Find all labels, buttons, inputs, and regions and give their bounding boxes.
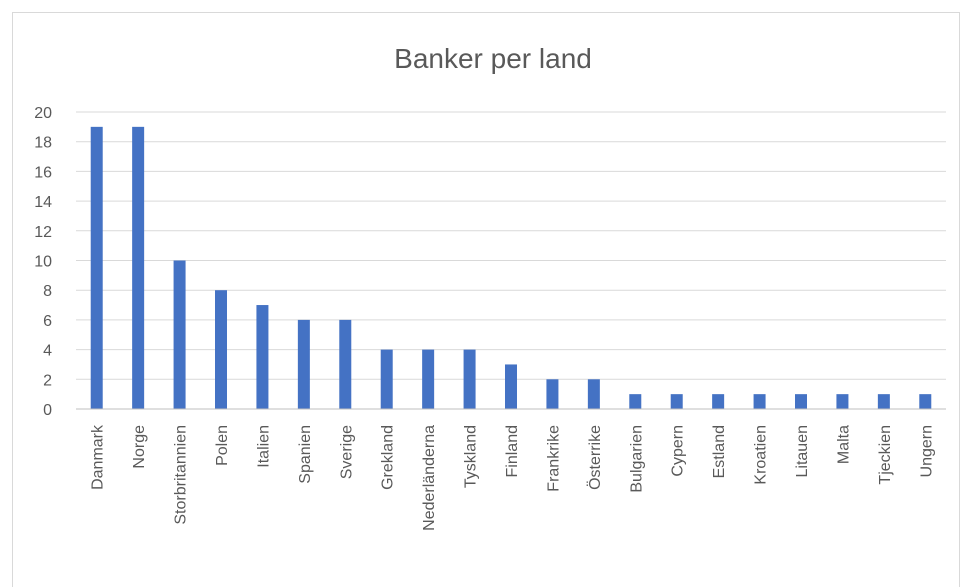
y-tick-label: 4 xyxy=(43,343,52,360)
x-category-label: Italien xyxy=(255,425,272,468)
bar xyxy=(712,394,725,409)
x-category-label: Grekland xyxy=(380,425,397,490)
y-tick-label: 8 xyxy=(43,283,52,300)
bar xyxy=(132,126,145,409)
y-axis-ticks: 0 2 4 6 8 10 12 14 16 18 20 xyxy=(34,105,52,419)
x-category-label: Frankrike xyxy=(545,425,562,492)
bar xyxy=(297,319,310,409)
x-category-label: Norge xyxy=(131,425,148,469)
x-category-label: Sverige xyxy=(338,425,355,479)
x-category-label: Danmark xyxy=(90,424,107,490)
bar xyxy=(505,364,517,409)
bar xyxy=(587,379,600,409)
x-category-label: Nederländerna xyxy=(421,425,438,531)
y-tick-label: 2 xyxy=(43,372,52,389)
x-category-label: Storbritannien xyxy=(173,425,190,525)
y-tick-label: 20 xyxy=(34,105,52,122)
x-category-label: Polen xyxy=(214,425,231,466)
x-category-label: Spanien xyxy=(297,425,314,484)
bar xyxy=(795,394,807,409)
x-category-label: Litauen xyxy=(794,425,811,478)
x-category-label: Tjeckien xyxy=(877,425,894,485)
x-category-label: Malta xyxy=(835,425,852,464)
bars xyxy=(90,126,932,409)
bar xyxy=(919,394,932,409)
bar xyxy=(256,305,269,409)
x-category-label: Estland xyxy=(711,425,728,478)
bar xyxy=(422,349,435,409)
bar xyxy=(877,394,890,409)
bar xyxy=(339,319,352,409)
bar xyxy=(173,260,186,409)
bar xyxy=(753,394,766,409)
x-category-label: Ungern xyxy=(918,425,935,477)
chart-frame xyxy=(12,12,960,587)
x-category-label: Tyskland xyxy=(463,425,480,488)
y-tick-label: 18 xyxy=(34,135,52,152)
bar xyxy=(215,290,227,409)
y-tick-label: 12 xyxy=(34,224,52,241)
bar xyxy=(670,394,683,409)
bar xyxy=(380,349,393,409)
x-category-label: Cypern xyxy=(670,425,687,477)
x-category-label: Bulgarien xyxy=(628,425,645,493)
x-category-label: Finland xyxy=(504,425,521,477)
x-axis-labels: Danmark Norge Storbritannien Polen Italien Sp… xyxy=(90,424,936,531)
bar xyxy=(90,126,103,409)
bar xyxy=(546,379,559,409)
x-category-label: Kroatien xyxy=(753,425,770,485)
x-category-label: Österrike xyxy=(586,425,604,490)
y-tick-label: 16 xyxy=(34,164,52,181)
y-tick-label: 6 xyxy=(43,313,52,330)
y-tick-label: 10 xyxy=(34,254,52,271)
bar xyxy=(629,394,642,409)
bar xyxy=(836,394,849,409)
y-tick-label: 14 xyxy=(34,194,52,211)
bar xyxy=(463,349,476,409)
chart-title: Banker per land xyxy=(394,43,592,74)
y-tick-label: 0 xyxy=(43,402,52,419)
gridlines xyxy=(76,111,946,380)
